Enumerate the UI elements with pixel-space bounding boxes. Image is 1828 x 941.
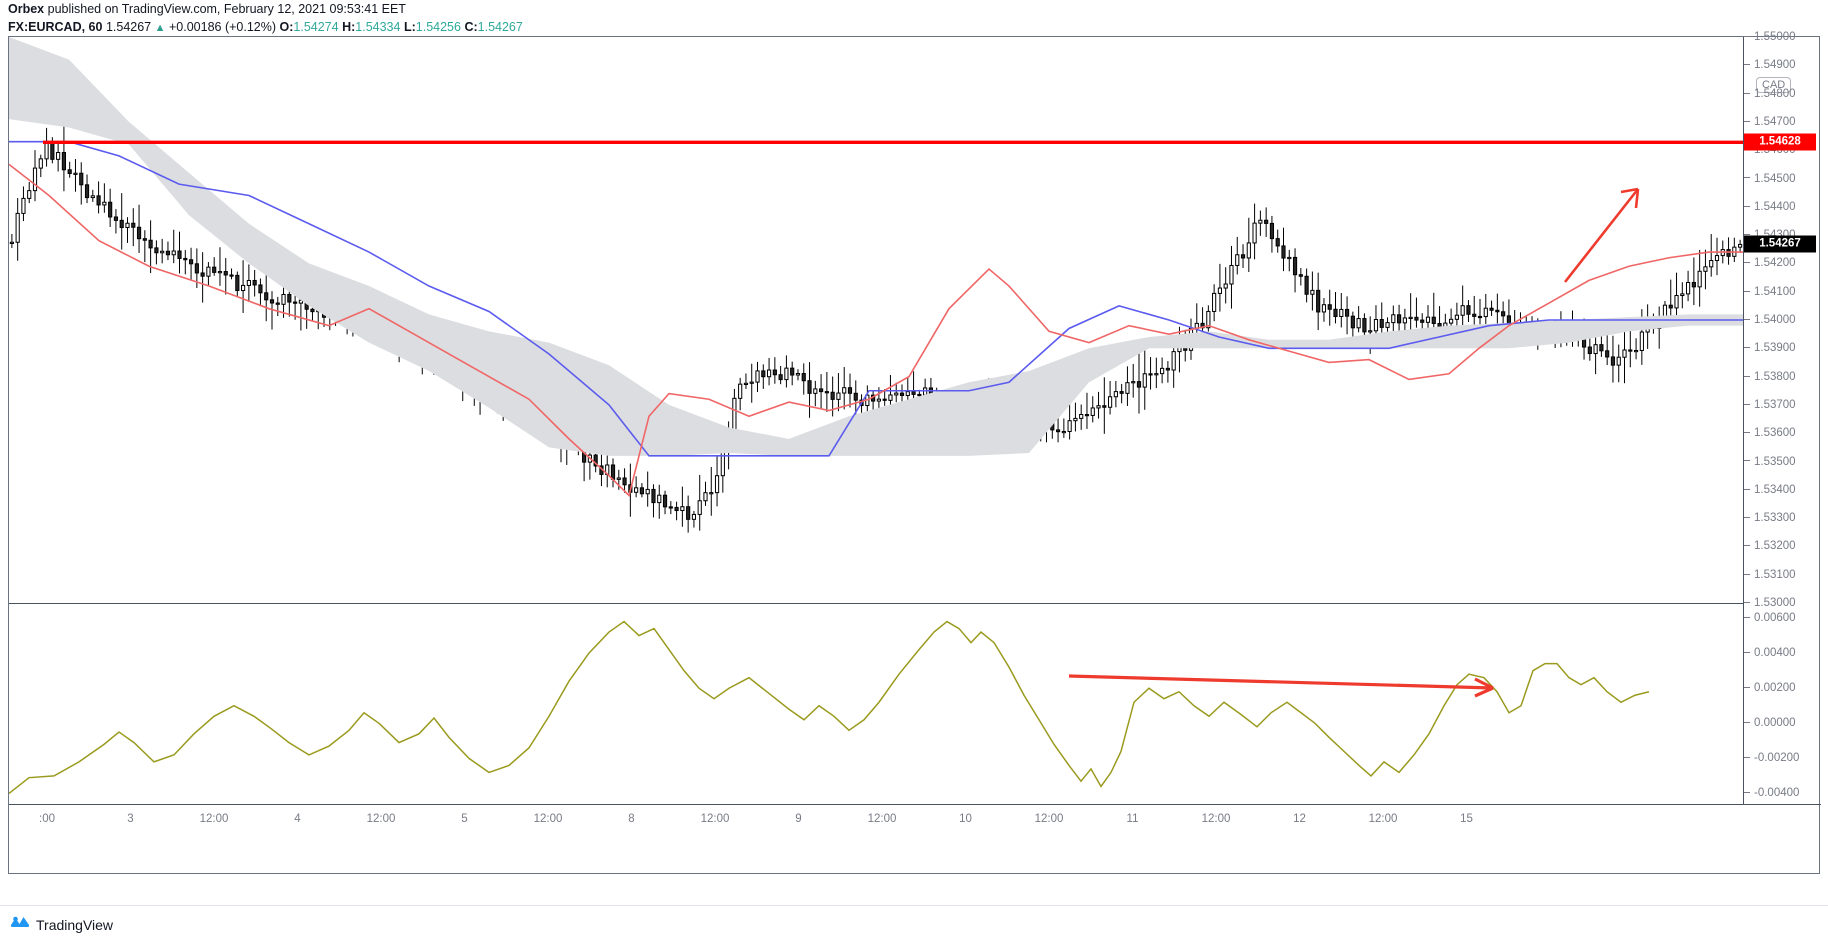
time-axis[interactable]: :00 3 12:00 4 12:00 5 12:00 8 12:00 9 12:00 10 12:00… [9, 805, 1821, 874]
oscillator-axis[interactable]: 0.00600 0.00400 0.00200 0.00000 -0.00200 -0.0… [1744, 604, 1820, 804]
publication-meta: published on TradingView.com, February 1… [44, 2, 406, 16]
price-tick: 1.54800 [1744, 88, 1796, 100]
tradingview-logo-icon [10, 914, 30, 935]
time-tick: 4 [294, 813, 301, 825]
bullish-arrow-head [1620, 187, 1640, 209]
time-tick: 12:00 [1201, 813, 1231, 825]
price-tick: 1.54100 [1744, 286, 1796, 298]
price-tick: 1.53800 [1744, 371, 1796, 383]
price-tick: 1.53200 [1744, 540, 1796, 552]
price-tick: 1.54000 [1744, 314, 1796, 326]
ichimoku-cloud [9, 37, 1743, 456]
time-tick: 11 [1126, 813, 1139, 825]
time-tick: 3 [127, 813, 134, 825]
price-change: +0.00186 (+0.12%) [169, 20, 277, 34]
symbol-ohlc-line: FX:EURCAD, 60 1.54267 ▲ +0.00186 (+0.12%… [8, 19, 1108, 36]
axis-divider [1743, 37, 1744, 804]
price-tick: 1.54200 [1744, 257, 1796, 269]
resistance-price-badge[interactable]: 1.54628 [1744, 133, 1816, 151]
price-tick: 1.53000 [1744, 597, 1796, 609]
divergence-arrow-head [1474, 677, 1494, 698]
price-axis[interactable]: CAD 1.550001.549001.548001.547001.546001… [1744, 31, 1820, 609]
chart-header: Orbex published on TradingView.com, Febr… [8, 2, 1108, 36]
price-tick: 1.54400 [1744, 201, 1796, 213]
price-pane[interactable] [9, 37, 1743, 603]
price-tick: 1.55000 [1744, 31, 1796, 43]
direction-up-icon: ▲ [154, 22, 166, 34]
time-tick: 12:00 [700, 813, 730, 825]
price-tick: 1.54500 [1744, 173, 1796, 185]
tenkan-sen-line [9, 163, 1743, 498]
time-tick: 10 [959, 813, 972, 825]
time-tick: 12:00 [533, 813, 563, 825]
divergence-line [1068, 674, 1494, 690]
symbol-label[interactable]: FX:EURCAD, 60 [8, 20, 103, 34]
author-name: Orbex [8, 2, 45, 16]
price-tick: 1.53300 [1744, 512, 1796, 524]
low-value: 1.54256 [415, 20, 461, 34]
time-tick: 12:00 [1368, 813, 1398, 825]
oscillator-line [9, 620, 1650, 795]
oscillator-tick: 0.00600 [1744, 612, 1796, 624]
time-tick: 15 [1460, 813, 1473, 825]
bullish-arrow-shaft [1563, 188, 1640, 283]
oscillator-tick: 0.00200 [1744, 682, 1796, 694]
oscillator-tick: 0.00400 [1744, 647, 1796, 659]
price-tick: 1.53100 [1744, 569, 1796, 581]
time-tick: 12:00 [199, 813, 229, 825]
pane-divider [9, 603, 1743, 604]
open-value: 1.54274 [293, 20, 339, 34]
price-tick: 1.53900 [1744, 342, 1796, 354]
time-tick: 12:00 [1034, 813, 1064, 825]
last-price: 1.54267 [105, 20, 152, 34]
oscillator-tick: -0.00400 [1744, 787, 1799, 799]
time-axis-divider [9, 804, 1821, 805]
tradingview-brand[interactable]: TradingView [10, 914, 113, 935]
current-price-badge[interactable]: 1.54267 [1744, 235, 1816, 253]
time-tick: 12 [1293, 813, 1306, 825]
price-tick: 1.53400 [1744, 484, 1796, 496]
oscillator-pane[interactable] [9, 604, 1743, 804]
close-label: C: [464, 20, 478, 34]
high-value: 1.54334 [355, 20, 401, 34]
price-tick: 1.53700 [1744, 399, 1796, 411]
high-label: H: [342, 20, 356, 34]
time-tick: :00 [39, 813, 55, 825]
time-tick: 5 [461, 813, 468, 825]
open-label: O: [279, 20, 294, 34]
oscillator-tick: 0.00000 [1744, 717, 1796, 729]
price-tick: 1.53500 [1744, 456, 1796, 468]
price-tick: 1.54700 [1744, 116, 1796, 128]
kijun-sen-line [9, 140, 1743, 457]
close-value: 1.54267 [477, 20, 523, 34]
price-tick: 1.54900 [1744, 59, 1796, 71]
time-tick: 12:00 [366, 813, 396, 825]
price-plot [9, 37, 1743, 533]
footer-bar: TradingView [0, 905, 1828, 941]
low-label: L: [403, 20, 416, 34]
publication-line: Orbex published on TradingView.com, Febr… [8, 2, 1108, 17]
currency-pill: CAD [1756, 77, 1792, 93]
oscillator-tick: -0.00200 [1744, 752, 1799, 764]
time-tick: 8 [628, 813, 635, 825]
oscillator-plot [9, 620, 1650, 795]
time-tick: 9 [795, 813, 802, 825]
price-tick: 1.53600 [1744, 427, 1796, 439]
tradingview-label: TradingView [36, 916, 114, 933]
time-tick: 12:00 [867, 813, 897, 825]
chart-frame: CAD 1.550001.549001.548001.547001.546001… [8, 31, 1821, 874]
